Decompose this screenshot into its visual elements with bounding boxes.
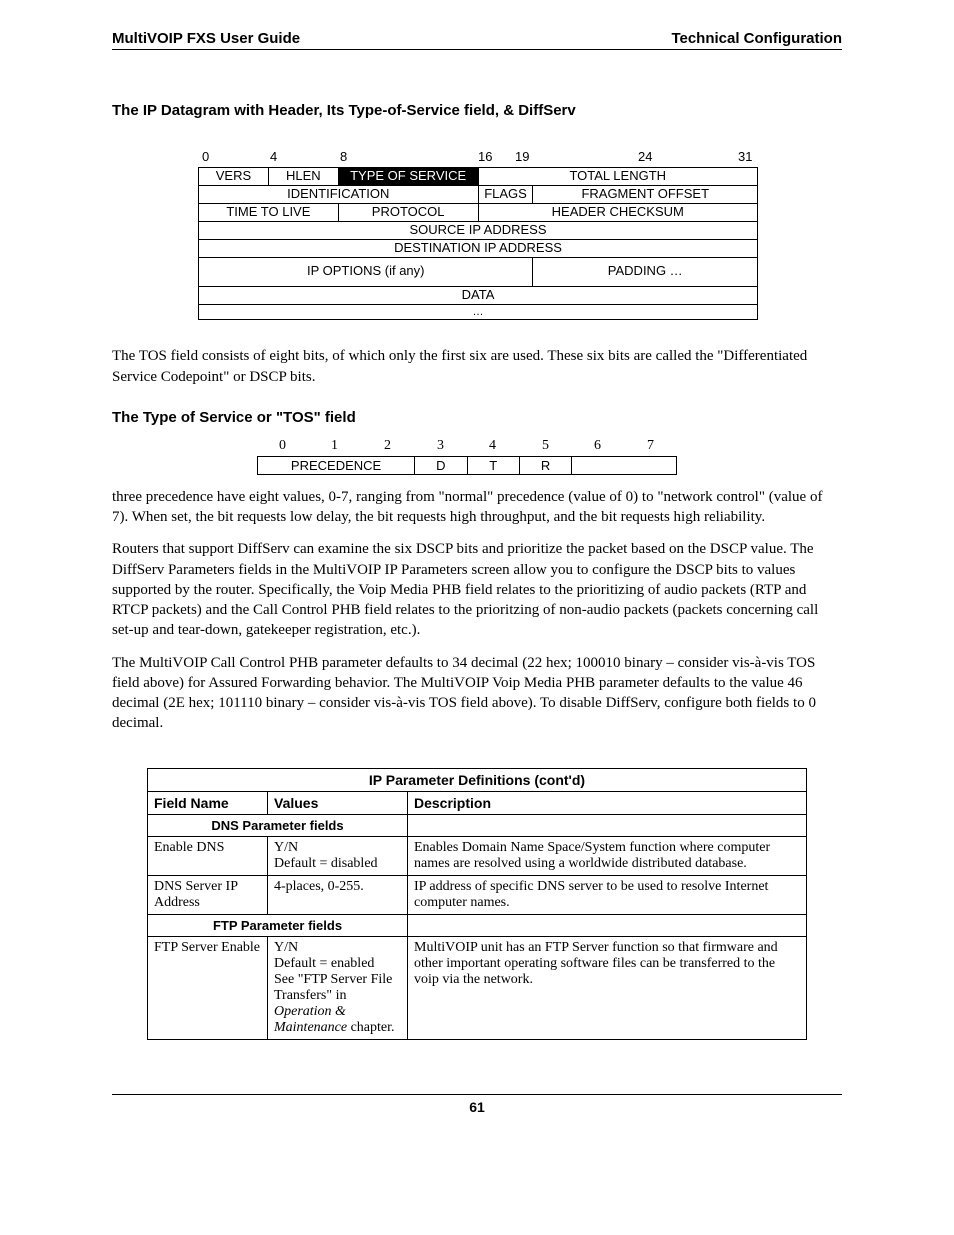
bit-label: 16 bbox=[478, 149, 492, 164]
ip-dest-addr: DESTINATION IP ADDRESS bbox=[199, 239, 758, 257]
table-row: FTP Server Enable Y/N Default = enabled … bbox=[148, 936, 807, 1039]
def-title: IP Parameter Definitions (cont'd) bbox=[148, 768, 807, 791]
bit-label: 3 bbox=[437, 438, 444, 454]
ip-protocol: PROTOCOL bbox=[338, 203, 478, 221]
tos-t: T bbox=[467, 456, 519, 474]
tos-field-figure: 0 1 2 3 4 5 6 7 PRECEDENCE D T R bbox=[257, 438, 677, 475]
tos-r: R bbox=[519, 456, 571, 474]
table-row: Enable DNS Y/N Default = disabled Enable… bbox=[148, 836, 807, 875]
ip-datagram-figure: 0 4 8 16 19 24 31 VERS HLEN TYPE OF SERV… bbox=[198, 149, 758, 320]
ip-param-definitions-table: IP Parameter Definitions (cont'd) Field … bbox=[147, 768, 807, 1040]
table-row: DATA bbox=[199, 286, 758, 304]
ip-fragment-offset: FRAGMENT OFFSET bbox=[533, 185, 758, 203]
page-header: MultiVOIP FXS User Guide Technical Confi… bbox=[112, 30, 842, 50]
table-row: SOURCE IP ADDRESS bbox=[199, 221, 758, 239]
para-diffserv: Routers that support DiffServ can examin… bbox=[112, 539, 842, 640]
table-row: TIME TO LIVE PROTOCOL HEADER CHECKSUM bbox=[199, 203, 758, 221]
bit-label: 24 bbox=[638, 149, 652, 164]
ip-header-checksum: HEADER CHECKSUM bbox=[478, 203, 757, 221]
tos-d: D bbox=[415, 456, 467, 474]
cell-field: FTP Server Enable bbox=[148, 936, 268, 1039]
cell-desc: Enables Domain Name Space/System functio… bbox=[408, 836, 807, 875]
table-row: … bbox=[199, 304, 758, 320]
table-row: FTP Parameter fields bbox=[148, 914, 807, 936]
tos-precedence: PRECEDENCE bbox=[258, 456, 415, 474]
col-description: Description bbox=[408, 791, 807, 814]
page-number: 61 bbox=[112, 1094, 842, 1115]
bit-label: 1 bbox=[331, 438, 338, 454]
para-precedence: three precedence have eight values, 0-7,… bbox=[112, 487, 842, 528]
header-right: Technical Configuration bbox=[671, 30, 842, 47]
header-left: MultiVOIP FXS User Guide bbox=[112, 30, 300, 47]
ip-flags: FLAGS bbox=[478, 185, 533, 203]
cell-values: 4-places, 0-255. bbox=[268, 875, 408, 914]
tos-reserved bbox=[572, 456, 677, 474]
empty-cell bbox=[408, 914, 807, 936]
ip-tos: TYPE OF SERVICE bbox=[338, 168, 478, 186]
bit-label: 4 bbox=[489, 438, 496, 454]
ip-vers: VERS bbox=[199, 168, 269, 186]
empty-cell bbox=[408, 814, 807, 836]
cell-field: DNS Server IP Address bbox=[148, 875, 268, 914]
bit-label: 19 bbox=[515, 149, 529, 164]
cell-desc: MultiVOIP unit has an FTP Server functio… bbox=[408, 936, 807, 1039]
table-row: IP Parameter Definitions (cont'd) bbox=[148, 768, 807, 791]
ip-ellipsis: … bbox=[199, 304, 758, 320]
table-row: Field Name Values Description bbox=[148, 791, 807, 814]
subhead-dns: DNS Parameter fields bbox=[148, 814, 408, 836]
section-title-1: The IP Datagram with Header, Its Type-of… bbox=[112, 102, 842, 119]
bit-label: 2 bbox=[384, 438, 391, 454]
ip-hlen: HLEN bbox=[268, 168, 338, 186]
bit-label: 7 bbox=[647, 438, 654, 454]
bit-label: 8 bbox=[340, 149, 347, 164]
bit-label: 0 bbox=[279, 438, 286, 454]
table-row: DNS Server IP Address 4-places, 0-255. I… bbox=[148, 875, 807, 914]
col-field-name: Field Name bbox=[148, 791, 268, 814]
para-defaults: The MultiVOIP Call Control PHB parameter… bbox=[112, 653, 842, 734]
cell-field: Enable DNS bbox=[148, 836, 268, 875]
ip-source-addr: SOURCE IP ADDRESS bbox=[199, 221, 758, 239]
bit-label: 31 bbox=[738, 149, 752, 164]
bit-label: 5 bbox=[542, 438, 549, 454]
cell-desc: IP address of specific DNS server to be … bbox=[408, 875, 807, 914]
cell-values: Y/N Default = enabled See "FTP Server Fi… bbox=[268, 936, 408, 1039]
para-tos-intro: The TOS field consists of eight bits, of… bbox=[112, 346, 842, 387]
bit-label: 0 bbox=[202, 149, 209, 164]
subhead-ftp: FTP Parameter fields bbox=[148, 914, 408, 936]
ip-padding: PADDING … bbox=[533, 257, 758, 286]
table-row: DESTINATION IP ADDRESS bbox=[199, 239, 758, 257]
table-row: IP OPTIONS (if any) PADDING … bbox=[199, 257, 758, 286]
col-values: Values bbox=[268, 791, 408, 814]
table-row: IDENTIFICATION FLAGS FRAGMENT OFFSET bbox=[199, 185, 758, 203]
cell-values: Y/N Default = disabled bbox=[268, 836, 408, 875]
ip-data: DATA bbox=[199, 286, 758, 304]
ip-options: IP OPTIONS (if any) bbox=[199, 257, 533, 286]
ip-ttl: TIME TO LIVE bbox=[199, 203, 339, 221]
bit-label: 4 bbox=[270, 149, 277, 164]
bit-label: 6 bbox=[594, 438, 601, 454]
ip-total-length: TOTAL LENGTH bbox=[478, 168, 757, 186]
ip-identification: IDENTIFICATION bbox=[199, 185, 479, 203]
section-title-2: The Type of Service or "TOS" field bbox=[112, 409, 842, 426]
table-row: DNS Parameter fields bbox=[148, 814, 807, 836]
table-row: PRECEDENCE D T R bbox=[258, 456, 677, 474]
